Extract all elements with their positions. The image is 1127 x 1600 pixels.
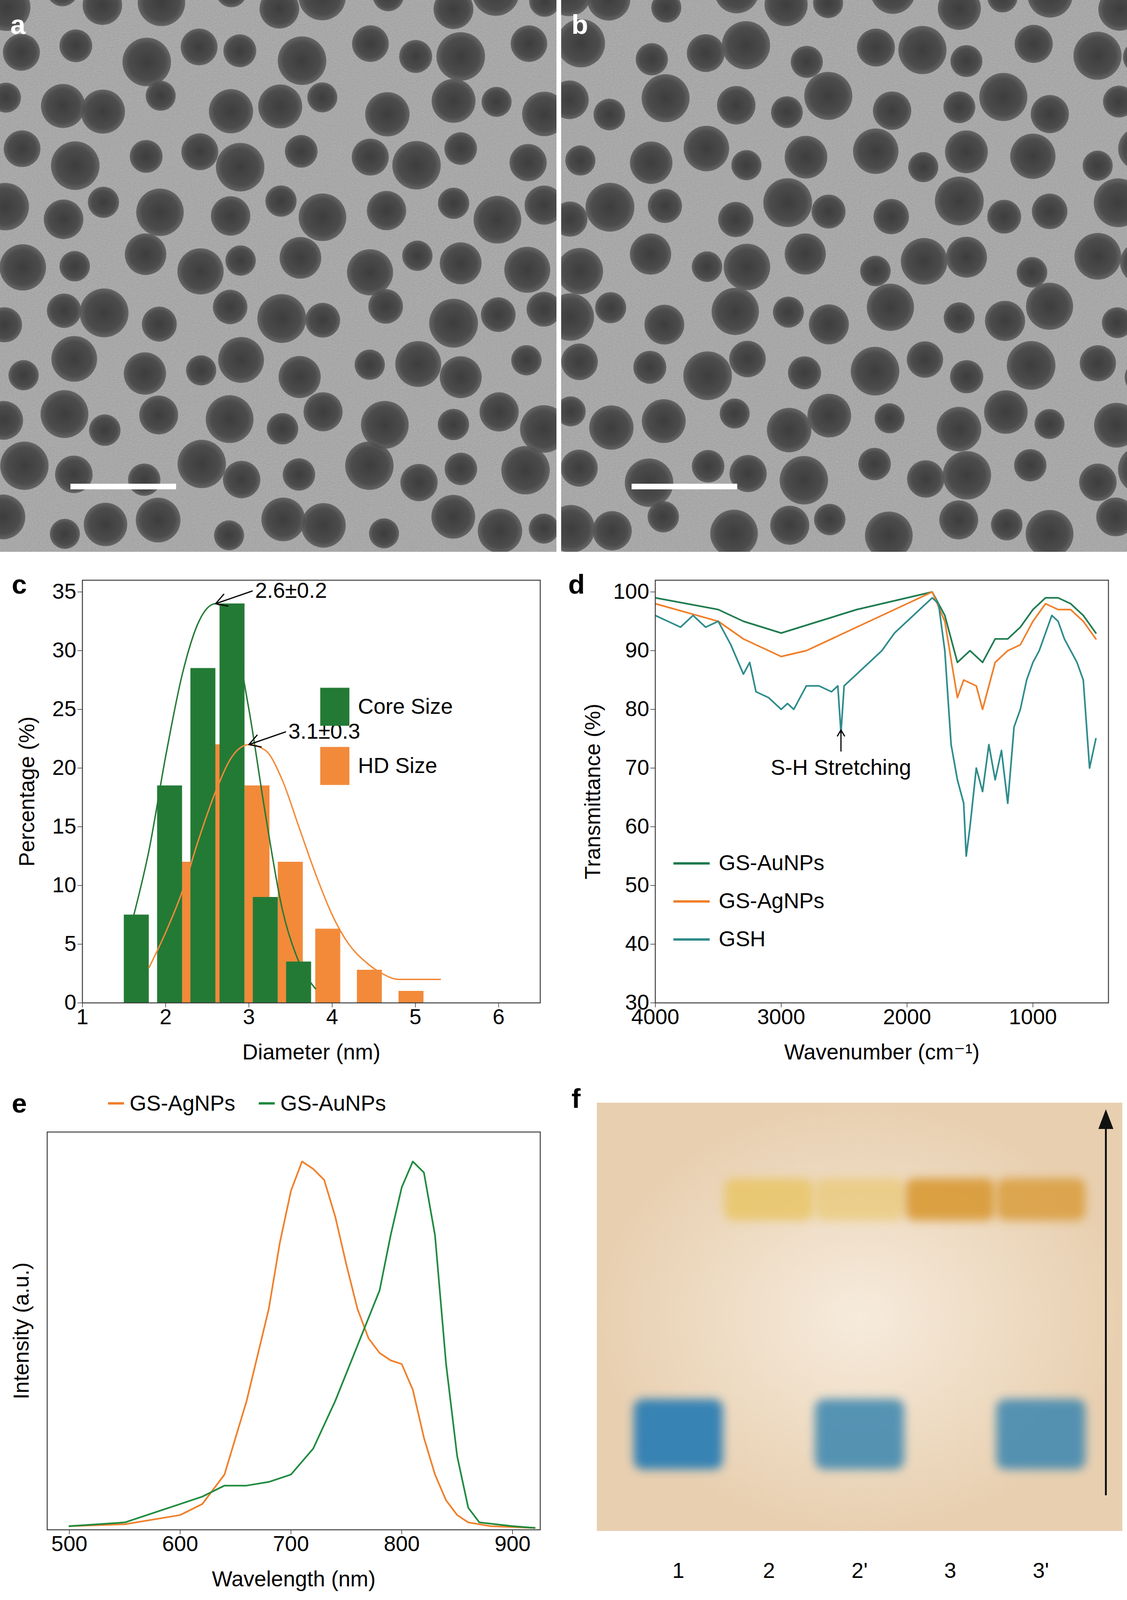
svg-text:2.6±0.2: 2.6±0.2 xyxy=(254,578,327,603)
html-text:Intensity (a.u.): Intensity (a.u.) xyxy=(8,1262,34,1399)
html-text:e: e xyxy=(11,1087,27,1119)
html-text:d: d xyxy=(568,568,585,600)
html-text:c: c xyxy=(11,568,27,600)
svg-text:GS-AgNPs: GS-AgNPs xyxy=(718,888,825,913)
svg-text:Wavenumber (cm⁻¹): Wavenumber (cm⁻¹) xyxy=(784,1039,980,1065)
svg-text:4000: 4000 xyxy=(631,1004,680,1029)
svg-text:3': 3' xyxy=(1032,1558,1049,1583)
svg-text:40: 40 xyxy=(625,931,649,956)
svg-text:Core Size: Core Size xyxy=(357,694,453,719)
svg-text:S-H Stretching: S-H Stretching xyxy=(770,755,911,780)
svg-text:Percentage (%): Percentage (%) xyxy=(14,716,39,867)
svg-text:3: 3 xyxy=(242,1004,255,1029)
svg-text:30: 30 xyxy=(625,989,650,1015)
svg-text:25: 25 xyxy=(52,696,77,721)
svg-text:HD Size: HD Size xyxy=(357,753,438,778)
svg-text:2: 2 xyxy=(763,1558,776,1583)
svg-text:80: 80 xyxy=(625,696,649,721)
svg-text:600: 600 xyxy=(162,1531,199,1556)
svg-text:Transmittance (%): Transmittance (%) xyxy=(580,703,605,880)
html-text:GS-AuNPs: GS-AuNPs xyxy=(280,1090,386,1116)
svg-text:5: 5 xyxy=(409,1004,422,1029)
svg-text:90: 90 xyxy=(625,637,649,663)
svg-text:3000: 3000 xyxy=(756,1004,805,1029)
svg-text:50: 50 xyxy=(625,872,649,897)
svg-text:0: 0 xyxy=(64,989,77,1015)
svg-text:3: 3 xyxy=(944,1558,957,1583)
svg-text:2: 2 xyxy=(159,1004,172,1029)
svg-text:20: 20 xyxy=(52,755,77,780)
svg-text:35: 35 xyxy=(52,578,77,604)
svg-text:2': 2' xyxy=(851,1558,868,1583)
svg-text:15: 15 xyxy=(52,813,77,839)
svg-text:100: 100 xyxy=(613,578,650,604)
html-text:b: b xyxy=(571,8,589,40)
svg-text:4: 4 xyxy=(326,1004,339,1029)
svg-text:30: 30 xyxy=(52,637,77,663)
html-text:f: f xyxy=(571,1082,581,1114)
svg-text:GSH: GSH xyxy=(718,926,766,951)
svg-text:900: 900 xyxy=(494,1531,531,1556)
svg-text:700: 700 xyxy=(272,1531,309,1556)
svg-text:GS-AuNPs: GS-AuNPs xyxy=(718,850,825,875)
svg-text:1: 1 xyxy=(672,1558,685,1583)
svg-text:6: 6 xyxy=(492,1004,505,1029)
svg-text:70: 70 xyxy=(625,755,649,780)
svg-text:1: 1 xyxy=(76,1004,89,1029)
html-text:GS-AgNPs: GS-AgNPs xyxy=(129,1090,236,1116)
svg-text:3.1±0.3: 3.1±0.3 xyxy=(288,719,361,744)
svg-text:500: 500 xyxy=(51,1531,88,1556)
svg-text:10: 10 xyxy=(52,872,77,897)
svg-text:Wavelength (nm): Wavelength (nm) xyxy=(211,1566,376,1591)
svg-text:60: 60 xyxy=(625,813,649,839)
svg-text:2000: 2000 xyxy=(882,1004,931,1029)
svg-text:Diameter (nm): Diameter (nm) xyxy=(242,1039,381,1065)
svg-text:800: 800 xyxy=(383,1531,420,1556)
html-text:a: a xyxy=(10,8,26,40)
svg-text:1000: 1000 xyxy=(1008,1004,1057,1029)
svg-text:5: 5 xyxy=(64,931,77,956)
